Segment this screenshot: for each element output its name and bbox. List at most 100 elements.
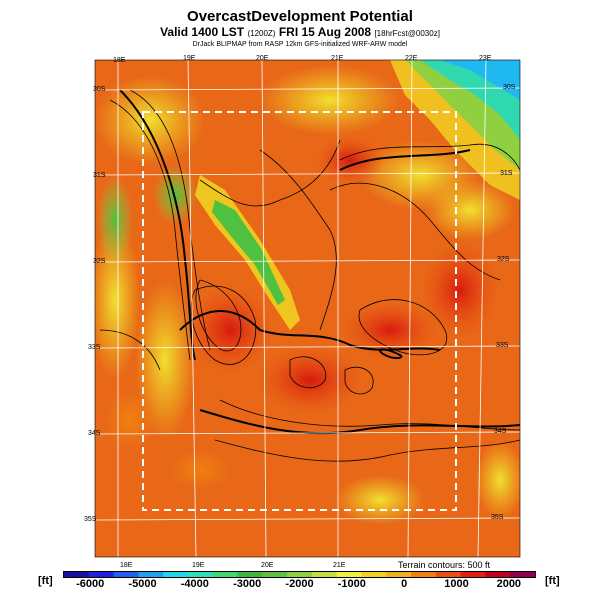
model-credit: DrJack BLIPMAP from RASP 12km GFS-initia… bbox=[192, 41, 408, 48]
meridian-line bbox=[477, 59, 487, 558]
field-green-w bbox=[97, 175, 133, 265]
lon-label-bottom: 21E bbox=[333, 562, 346, 569]
field-red-e bbox=[340, 300, 440, 360]
lat-label-left: 31S bbox=[93, 172, 106, 179]
bold-contour bbox=[379, 348, 403, 359]
field-yellow-w2 bbox=[135, 280, 195, 440]
lat-label-right: 35S bbox=[491, 514, 504, 521]
colorbar-swatch bbox=[336, 572, 362, 577]
bold-contour bbox=[199, 409, 520, 435]
inner-domain-boundary bbox=[142, 111, 457, 511]
contour-line bbox=[129, 89, 211, 351]
colorbar-swatch bbox=[460, 572, 486, 577]
colorbar-swatch bbox=[411, 572, 437, 577]
parallel-line bbox=[94, 172, 521, 176]
parallel-line bbox=[94, 431, 521, 435]
lon-label-top: 21E bbox=[331, 55, 344, 62]
lon-label-top: 19E bbox=[183, 55, 196, 62]
colorbar-swatch bbox=[485, 572, 511, 577]
filled-field bbox=[95, 60, 520, 557]
colorbar-swatch bbox=[138, 572, 164, 577]
contour-line bbox=[190, 285, 257, 365]
colorbar-tick-label: -1000 bbox=[337, 578, 366, 590]
contour-line bbox=[199, 139, 341, 207]
bold-contours bbox=[119, 89, 520, 435]
lon-label-top: 18E bbox=[113, 57, 126, 64]
colorbar-swatch bbox=[163, 572, 189, 577]
colorbar-tick-label: 0 bbox=[401, 578, 408, 590]
colorbar-swatch bbox=[361, 572, 387, 577]
lon-label-top: 22E bbox=[405, 55, 418, 62]
meridian-line bbox=[407, 59, 413, 558]
field-orange-s bbox=[170, 450, 230, 490]
colorbar-swatch bbox=[237, 572, 263, 577]
field-blue-ne bbox=[440, 60, 520, 100]
parallel-line bbox=[94, 87, 521, 91]
bold-contour bbox=[179, 310, 441, 351]
colorbar-swatch bbox=[435, 572, 462, 577]
contour-line bbox=[195, 279, 242, 352]
field-orange-sw bbox=[105, 390, 155, 450]
parallel-line bbox=[94, 259, 521, 263]
colorbar-swatch bbox=[386, 572, 412, 577]
field-yellow-nw bbox=[95, 75, 205, 165]
contour-line bbox=[329, 182, 501, 281]
colorbar-tick-label: 1000 bbox=[444, 578, 469, 590]
colorbar-tick-label: -2000 bbox=[285, 578, 314, 590]
lat-label-left: 35S bbox=[84, 516, 97, 523]
graticule bbox=[94, 59, 521, 558]
colorbar-tick-label: 2000 bbox=[496, 578, 522, 590]
contour-line bbox=[259, 149, 337, 331]
contour-line bbox=[339, 143, 520, 171]
colorbar-swatch bbox=[113, 572, 139, 577]
forecast-date: FRI 15 Aug 2008 bbox=[278, 25, 372, 39]
lat-label-left: 32S bbox=[93, 258, 106, 265]
lon-label-top: 23E bbox=[479, 55, 492, 62]
colorbar-swatch bbox=[88, 572, 115, 577]
contour-line bbox=[358, 299, 448, 356]
colorbar-swatch bbox=[287, 572, 313, 577]
lon-label-bottom: 18E bbox=[120, 562, 133, 569]
meridian-line bbox=[187, 59, 197, 558]
colorbar-tick-label: -6000 bbox=[76, 578, 105, 590]
field-yellow-w bbox=[95, 220, 140, 380]
parallel-line bbox=[94, 345, 521, 349]
colorbar-tick-label: -3000 bbox=[233, 578, 262, 590]
field-yellow-se bbox=[475, 440, 520, 520]
colorbar-swatch bbox=[510, 572, 536, 577]
map-title: OvercastDevelopment Potential bbox=[187, 8, 413, 25]
colorbar-unit-right: [ft] bbox=[545, 575, 560, 587]
field-yellow-s bbox=[335, 475, 425, 525]
colorbar-swatch bbox=[262, 572, 288, 577]
contour-line bbox=[219, 399, 520, 431]
field-red-center bbox=[185, 285, 275, 375]
colorbar-swatch bbox=[212, 572, 239, 577]
contour-line bbox=[99, 329, 161, 371]
forecast-hour: [18hrFcst@0030z] bbox=[374, 29, 440, 38]
field-red-east bbox=[420, 240, 500, 340]
bold-contour bbox=[119, 89, 196, 361]
field-yellow-e bbox=[425, 180, 515, 240]
lat-label-right: 33S bbox=[496, 342, 509, 349]
colorbar-swatch bbox=[311, 572, 338, 577]
lat-label-right: 34S bbox=[494, 428, 507, 435]
colorbar-tick-label: -5000 bbox=[128, 578, 157, 590]
valid-time: Valid 1400 LST bbox=[160, 25, 245, 39]
lat-label-right: 30S bbox=[503, 84, 516, 91]
meridian-line bbox=[261, 59, 267, 558]
lat-label-left: 30S bbox=[93, 86, 106, 93]
map-subtitle: Valid 1400 LST (1200Z) FRI 15 Aug 2008 [… bbox=[0, 25, 600, 39]
lat-label-right: 31S bbox=[500, 170, 513, 177]
lon-label-bottom: 20E bbox=[261, 562, 274, 569]
colorbar-swatch bbox=[187, 572, 214, 577]
contour-line bbox=[109, 99, 191, 361]
colorbar-tick-label: -4000 bbox=[180, 578, 209, 590]
lon-label-bottom: 19E bbox=[192, 562, 205, 569]
field-red-s bbox=[255, 345, 365, 415]
utc-time: (1200Z) bbox=[247, 29, 276, 38]
colorbar-swatch bbox=[64, 572, 90, 577]
lat-label-right: 32S bbox=[497, 256, 510, 263]
field-red-n bbox=[315, 135, 385, 185]
map-frame bbox=[94, 59, 521, 558]
